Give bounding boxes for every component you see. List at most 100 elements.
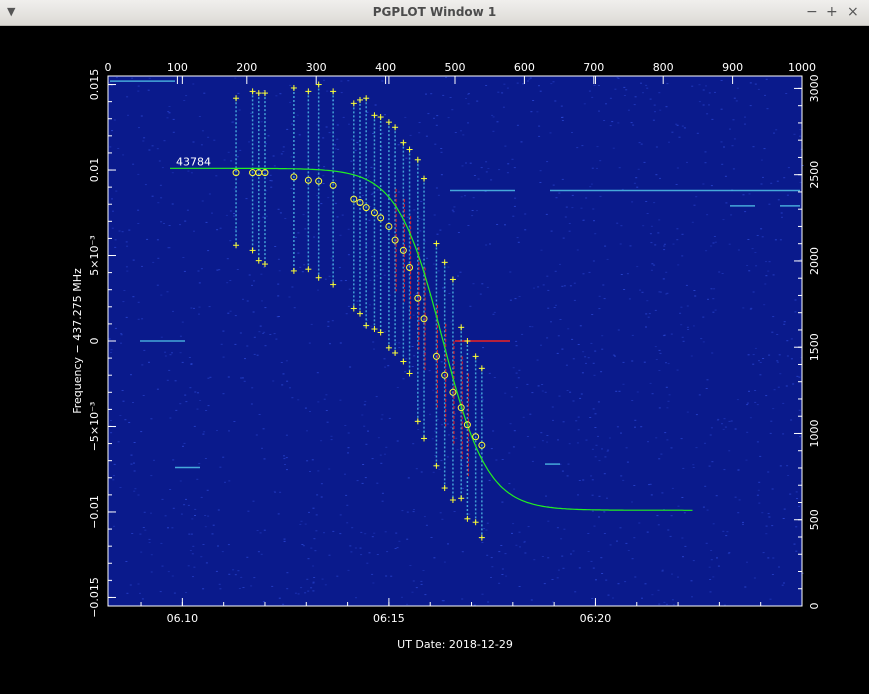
noise-dot	[616, 540, 618, 542]
noise-dot	[754, 83, 757, 85]
noise-dot	[226, 258, 229, 260]
noise-dot	[488, 372, 491, 374]
noise-dot	[556, 527, 559, 529]
noise-dot	[733, 138, 736, 140]
noise-dot	[585, 439, 588, 441]
noise-dot	[454, 413, 456, 415]
noise-dot	[513, 488, 516, 490]
noise-dot	[205, 410, 208, 411]
noise-dot	[314, 550, 317, 552]
noise-dot	[183, 504, 186, 506]
noise-dot	[263, 331, 266, 333]
noise-dot	[782, 402, 785, 404]
noise-dot	[623, 95, 626, 96]
noise-dot	[332, 133, 335, 135]
noise-dot	[166, 379, 169, 381]
noise-dot	[507, 163, 510, 165]
noise-dot	[304, 523, 307, 525]
noise-dot	[202, 588, 205, 590]
noise-dot	[234, 77, 237, 79]
noise-dot	[492, 313, 495, 315]
noise-dot	[316, 372, 319, 374]
noise-dot	[156, 388, 159, 390]
noise-dot	[472, 283, 475, 285]
noise-dot	[752, 354, 755, 356]
noise-dot	[538, 125, 541, 127]
noise-dot	[418, 319, 421, 321]
noise-dot	[277, 295, 280, 297]
noise-dot	[137, 85, 140, 87]
noise-dot	[364, 477, 367, 479]
close-icon[interactable]: ×	[847, 4, 859, 20]
data-point	[472, 433, 480, 441]
noise-dot	[481, 542, 484, 543]
noise-dot	[234, 574, 237, 576]
noise-dot	[361, 195, 364, 196]
noise-dot	[413, 509, 415, 510]
x-tick-label: 06:15	[373, 612, 405, 625]
noise-dot	[271, 585, 274, 587]
noise-dot	[566, 390, 569, 391]
noise-dot	[198, 282, 201, 284]
noise-dot	[152, 261, 155, 263]
noise-dot	[668, 394, 671, 396]
title-bar[interactable]: ▼ PGPLOT Window 1 − + ×	[0, 0, 869, 26]
noise-dot	[746, 404, 749, 406]
maximize-icon[interactable]: +	[826, 4, 838, 20]
noise-dot	[407, 477, 410, 479]
noise-dot	[126, 270, 129, 272]
noise-dot	[498, 551, 501, 553]
noise-dot	[411, 591, 414, 593]
noise-dot	[798, 505, 801, 507]
noise-dot	[709, 579, 712, 580]
noise-dot	[283, 458, 286, 460]
noise-dot	[446, 423, 449, 425]
noise-dot	[233, 213, 235, 214]
noise-dot	[376, 482, 379, 484]
noise-dot	[657, 524, 660, 526]
noise-dot	[520, 141, 523, 143]
noise-dot	[730, 214, 733, 216]
noise-dot	[766, 108, 769, 110]
noise-dot	[511, 158, 514, 160]
noise-dot	[398, 191, 400, 193]
noise-dot	[595, 444, 598, 446]
noise-dot	[194, 515, 196, 516]
noise-dot	[236, 269, 239, 270]
noise-dot	[712, 242, 715, 244]
noise-dot	[799, 259, 802, 260]
noise-dot	[590, 475, 593, 477]
noise-dot	[344, 425, 347, 426]
noise-dot	[227, 376, 230, 378]
noise-dot	[650, 494, 653, 496]
noise-dot	[531, 392, 534, 394]
chevron-down-icon[interactable]: ▼	[7, 5, 16, 18]
noise-dot	[513, 205, 516, 207]
noise-dot	[411, 366, 414, 367]
noise-dot	[623, 289, 626, 290]
data-point	[315, 177, 323, 185]
noise-dot	[114, 327, 117, 329]
noise-dot	[298, 134, 301, 136]
noise-dot	[748, 193, 751, 195]
minimize-icon[interactable]: −	[806, 4, 818, 20]
noise-dot	[666, 439, 669, 441]
noise-dot	[746, 431, 749, 433]
noise-dot	[460, 130, 462, 132]
noise-dot	[554, 270, 557, 272]
noise-dot	[716, 419, 719, 421]
noise-dot	[262, 332, 265, 334]
noise-dot	[265, 190, 267, 192]
noise-dot	[533, 446, 536, 448]
noise-dot	[456, 449, 459, 451]
noise-dot	[372, 133, 374, 134]
noise-dot	[638, 522, 641, 524]
noise-dot	[148, 538, 151, 540]
noise-dot	[434, 455, 437, 456]
noise-dot	[561, 555, 564, 557]
noise-dot	[440, 459, 443, 461]
noise-dot	[159, 591, 162, 593]
noise-dot	[572, 550, 575, 552]
noise-dot	[563, 528, 566, 530]
right-tick-label: 2500	[808, 161, 821, 189]
